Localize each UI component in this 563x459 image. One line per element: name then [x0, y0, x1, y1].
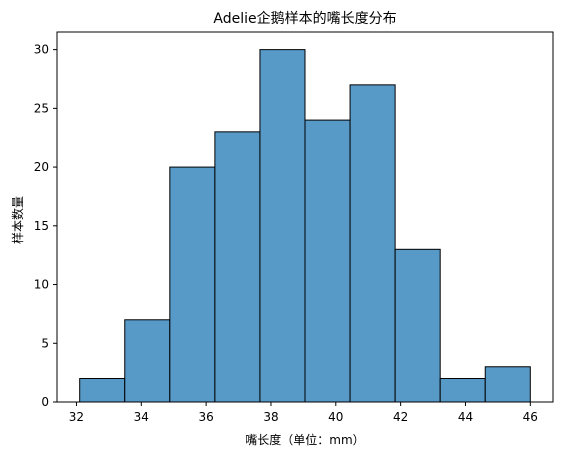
x-tick-label: 44: [458, 410, 473, 424]
y-tick-label: 25: [34, 101, 49, 115]
y-tick-label: 30: [34, 43, 49, 57]
y-axis-label: 样本数量: [10, 196, 25, 244]
y-tick-label: 5: [41, 336, 49, 350]
y-tick-label: 20: [34, 160, 49, 174]
x-axis-label: 嘴长度（单位：mm）: [245, 432, 364, 447]
histogram-bar: [304, 119, 351, 403]
histogram-bar: [394, 248, 441, 403]
x-axis-ticks: 32 34 36 38 40 42 44 46: [69, 402, 538, 424]
plot-frame: [56, 31, 554, 403]
histogram-bar: [124, 319, 171, 403]
y-tick-label: 0: [41, 395, 49, 409]
y-tick-label: 15: [34, 219, 49, 233]
y-tick-label: 10: [34, 278, 49, 292]
histogram-bar: [214, 131, 261, 403]
x-tick-label: 34: [134, 410, 149, 424]
histogram-bar: [259, 49, 306, 403]
x-tick-label: 42: [393, 410, 408, 424]
x-tick-label: 36: [198, 410, 213, 424]
histogram-bar: [79, 378, 126, 403]
histogram-bars: [79, 49, 531, 403]
x-tick-label: 46: [523, 410, 538, 424]
x-tick-label: 32: [69, 410, 84, 424]
y-axis-ticks: 0 5 10 15 20 25 30: [34, 43, 57, 409]
chart-title: Adelie企鹅样本的嘴长度分布: [213, 10, 396, 27]
histogram-bar: [439, 378, 486, 403]
x-tick-label: 40: [328, 410, 343, 424]
histogram-bar: [349, 84, 396, 403]
histogram-bar: [169, 166, 216, 403]
x-tick-label: 38: [263, 410, 278, 424]
histogram-bar: [484, 366, 531, 403]
